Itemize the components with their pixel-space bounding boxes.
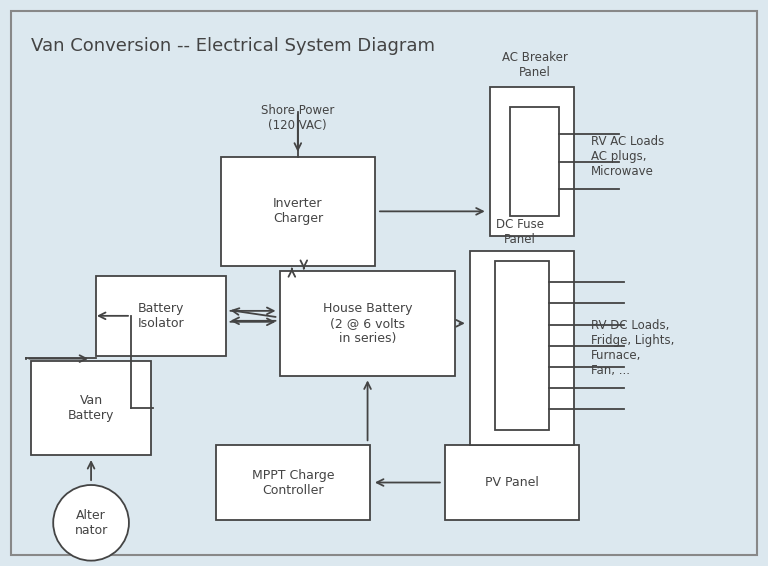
- Bar: [216, 445, 370, 520]
- Bar: [220, 157, 375, 266]
- Text: Van
Battery: Van Battery: [68, 394, 114, 422]
- Bar: [490, 87, 574, 236]
- Bar: [445, 445, 579, 520]
- Circle shape: [53, 485, 129, 561]
- Text: Van Conversion -- Electrical System Diagram: Van Conversion -- Electrical System Diag…: [31, 37, 435, 55]
- Bar: [495, 261, 549, 430]
- Bar: [509, 107, 559, 216]
- Text: RV DC Loads,
Fridge, Lights,
Furnace,
Fan, ...: RV DC Loads, Fridge, Lights, Furnace, Fa…: [591, 319, 674, 377]
- Bar: [280, 271, 455, 376]
- Text: DC Fuse
Panel: DC Fuse Panel: [495, 218, 544, 246]
- Text: MPPT Charge
Controller: MPPT Charge Controller: [252, 469, 334, 496]
- Text: Inverter
Charger: Inverter Charger: [273, 198, 323, 225]
- Text: Alter
nator: Alter nator: [74, 509, 108, 537]
- Bar: [470, 251, 574, 445]
- Text: Shore Power
(120 VAC): Shore Power (120 VAC): [260, 104, 334, 132]
- Text: RV AC Loads
AC plugs,
Microwave: RV AC Loads AC plugs, Microwave: [591, 135, 664, 178]
- Text: PV Panel: PV Panel: [485, 476, 539, 489]
- Text: Battery
Isolator: Battery Isolator: [137, 302, 184, 330]
- Text: House Battery
(2 @ 6 volts
in series): House Battery (2 @ 6 volts in series): [323, 302, 412, 345]
- Text: AC Breaker
Panel: AC Breaker Panel: [502, 51, 568, 79]
- Bar: [96, 276, 226, 355]
- Bar: [31, 361, 151, 455]
